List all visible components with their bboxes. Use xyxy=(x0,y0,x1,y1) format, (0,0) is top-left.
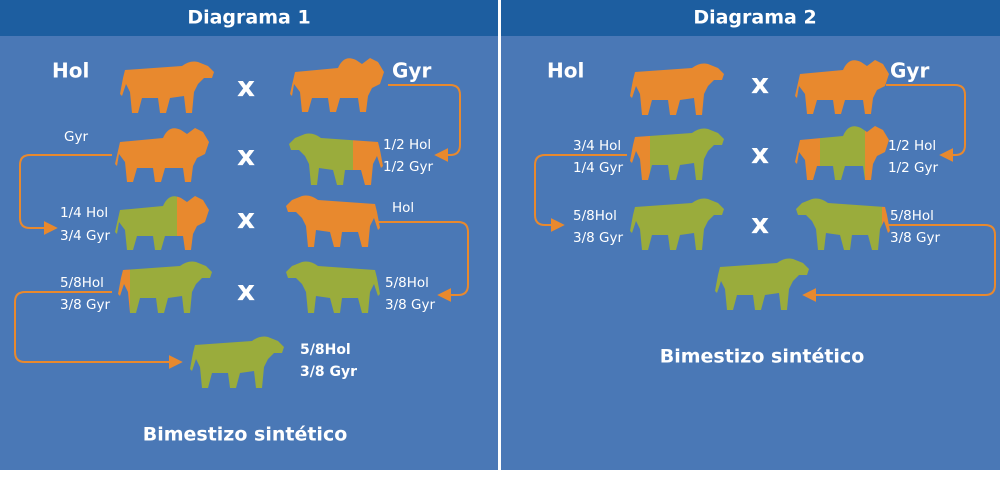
arrow xyxy=(14,291,183,369)
header-bar xyxy=(501,0,1000,36)
arrow xyxy=(886,84,966,162)
label: 5/8Hol xyxy=(60,275,104,291)
label: 3/8 Gyr xyxy=(890,230,940,246)
label: Hol xyxy=(52,59,89,83)
label: 1/4 Hol xyxy=(60,205,108,221)
label: 3/8 Gyr xyxy=(385,297,435,313)
cross: x xyxy=(751,137,769,170)
result: Bimestizo sintético xyxy=(143,424,348,446)
label: 3/8 Gyr xyxy=(300,364,357,380)
label: Gyr xyxy=(392,59,431,83)
label: 1/4 Gyr xyxy=(573,160,623,176)
cross: x xyxy=(237,274,255,307)
header-bar xyxy=(0,0,498,36)
label: 3/4 Hol xyxy=(573,138,621,154)
label: 3/8 Gyr xyxy=(573,230,623,246)
label: 3/4 Gyr xyxy=(60,228,110,244)
label: Gyr xyxy=(890,59,929,83)
label: 5/8Hol xyxy=(385,275,429,291)
label: 1/2 Gyr xyxy=(888,160,938,176)
label: Hol xyxy=(392,200,414,216)
panel-bg xyxy=(0,0,498,470)
cross: x xyxy=(751,67,769,100)
panel-bg xyxy=(501,0,1000,470)
label: 1/2 Hol xyxy=(383,137,431,153)
cross: x xyxy=(751,207,769,240)
label: 5/8Hol xyxy=(300,342,351,358)
label: 1/2 Gyr xyxy=(383,159,433,175)
icon-fill xyxy=(882,198,890,250)
title: Diagrama 1 xyxy=(187,7,310,29)
cross: x xyxy=(237,202,255,235)
arrow xyxy=(19,154,112,235)
panel-1: Diagrama 1 Hol Gyr Gyr 1/2 Hol 1/2 Gyr 1… xyxy=(0,0,498,470)
arrow xyxy=(388,84,461,162)
cross: x xyxy=(237,139,255,172)
arrow xyxy=(378,221,469,302)
label: Gyr xyxy=(64,129,88,145)
label: 1/2 Hol xyxy=(888,138,936,154)
panel-2: Diagrama 2 Hol Gyr 3/4 Hol 1/4 Gyr 1/2 H… xyxy=(501,0,1000,470)
arrow xyxy=(802,224,996,302)
label: 3/8 Gyr xyxy=(60,297,110,313)
label: 5/8Hol xyxy=(890,208,934,224)
label: Hol xyxy=(547,59,584,83)
title: Diagrama 2 xyxy=(693,7,816,29)
cross: x xyxy=(237,70,255,103)
result: Bimestizo sintético xyxy=(660,346,865,368)
arrow xyxy=(534,154,627,232)
label: 5/8Hol xyxy=(573,208,617,224)
